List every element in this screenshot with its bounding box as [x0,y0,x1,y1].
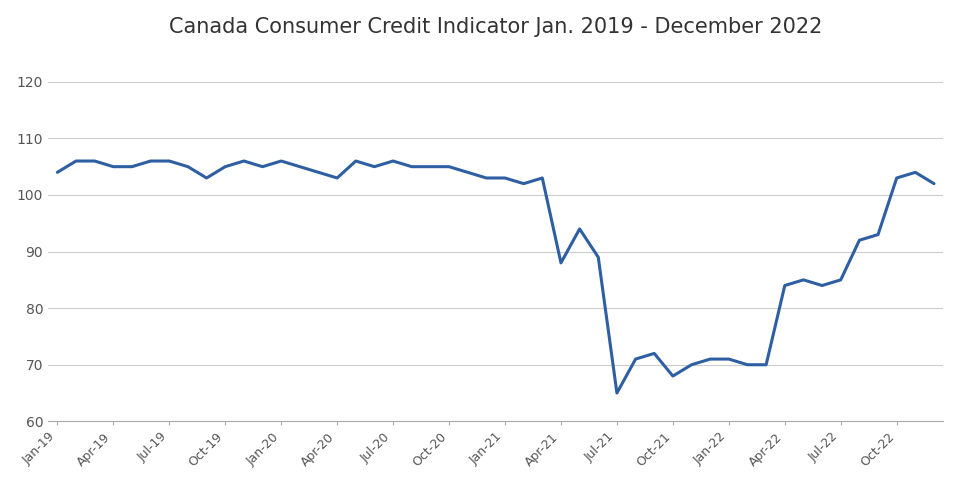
Title: Canada Consumer Credit Indicator Jan. 2019 - December 2022: Canada Consumer Credit Indicator Jan. 20… [169,17,823,36]
